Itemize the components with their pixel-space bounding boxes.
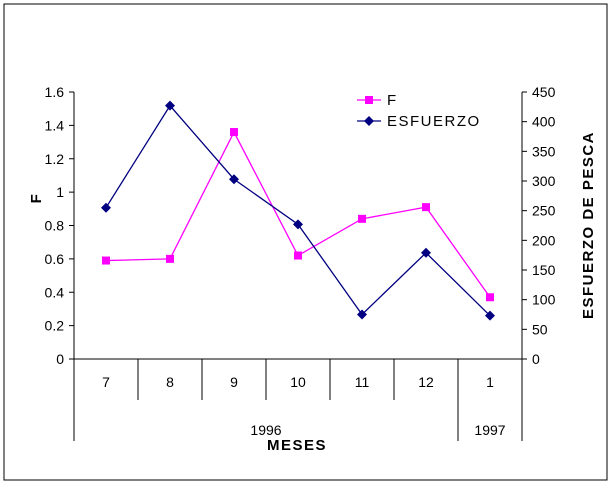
y-tick-label: 0.2 [45, 318, 65, 334]
y-tick-label: 1 [56, 184, 64, 200]
y-axis-title: F [28, 193, 45, 204]
data-point-esfuerzo [485, 310, 495, 321]
data-point-esfuerzo [357, 309, 367, 320]
y2-tick-label: 350 [532, 143, 556, 159]
y-tick-label: 1.6 [45, 84, 65, 100]
y2-tick-label: 50 [532, 321, 548, 337]
y-tick-label: 0.4 [45, 284, 65, 300]
data-point-f [102, 256, 110, 265]
data-point-f [365, 96, 373, 104]
x-tick-label: 9 [230, 374, 238, 390]
x-tick-label: 11 [355, 374, 370, 390]
data-point-esfuerzo [101, 202, 111, 213]
x-tick-label: 8 [166, 374, 174, 390]
year-group-label: 1996 [250, 422, 281, 438]
y2-tick-label: 300 [532, 173, 556, 189]
data-point-f [358, 214, 366, 223]
axes: 0 0.2 0.4 0.6 0.8 1 1.2 1.4 1.6 0 50 100 150 200 250 30… [45, 84, 556, 441]
y2-tick-label: 200 [532, 232, 556, 248]
y2-tick-label: 100 [532, 292, 556, 308]
year-group-label: 1997 [474, 422, 505, 438]
y-tick-label: 1.2 [45, 151, 65, 167]
data-point-esfuerzo [229, 174, 239, 185]
y2-tick-label: 450 [532, 84, 556, 100]
x-tick-label: 1 [486, 374, 494, 390]
legend-label-esfuerzo: ESFUERZO [387, 113, 481, 130]
x-axis-title: MESES [267, 437, 327, 454]
y-tick-label: 0 [56, 351, 64, 367]
y2-tick-label: 150 [532, 262, 556, 278]
data-point-esfuerzo [293, 219, 303, 230]
data-point-f [166, 254, 174, 263]
y-tick-label: 0.8 [45, 218, 65, 234]
y2-axis-title: ESFUERZO DE PESCA [580, 131, 597, 319]
y-tick-label: 1.4 [45, 117, 65, 133]
series-layer [101, 100, 495, 321]
y2-tick-label: 0 [532, 351, 540, 367]
legend: F ESFUERZO [357, 92, 481, 130]
y-tick-label: 0.6 [45, 251, 65, 267]
x-tick-label: 7 [102, 374, 110, 390]
legend-label-f: F [387, 92, 398, 109]
data-point-esfuerzo [421, 247, 431, 258]
data-point-esfuerzo [165, 100, 175, 111]
x-tick-label: 12 [418, 374, 434, 390]
data-point-f [422, 203, 430, 212]
y2-tick-label: 250 [532, 203, 556, 219]
data-point-esfuerzo [364, 116, 374, 126]
data-point-f [294, 251, 302, 260]
data-point-f [486, 293, 494, 302]
data-point-f [230, 128, 238, 137]
y2-tick-label: 400 [532, 114, 556, 130]
x-tick-label: 10 [290, 374, 306, 390]
chart-border [3, 3, 608, 481]
